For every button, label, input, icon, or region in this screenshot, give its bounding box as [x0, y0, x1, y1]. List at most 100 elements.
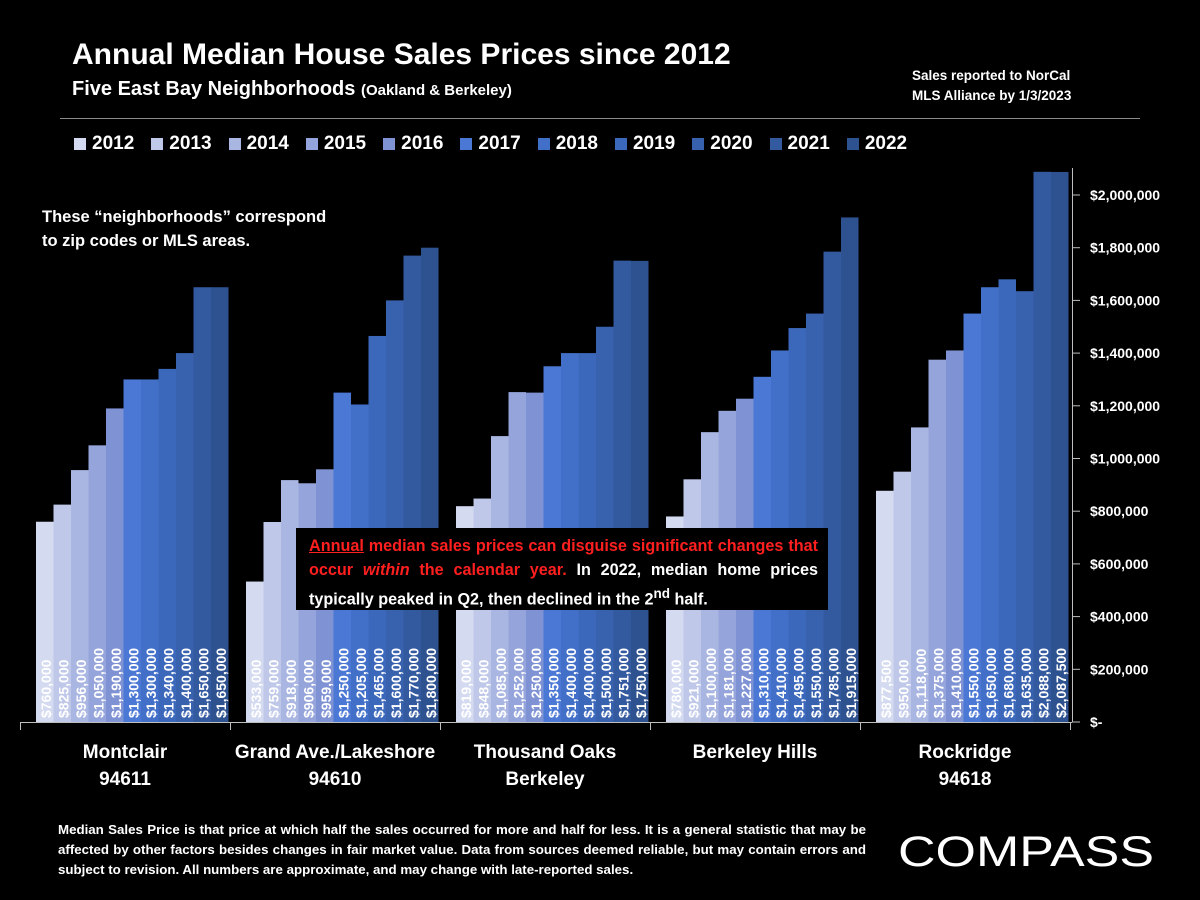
bar-2020-3 [596, 326, 614, 722]
legend-swatch [846, 138, 859, 150]
y-tick-label: $600,000 [1090, 556, 1149, 572]
data-label: $825,000 [56, 659, 72, 718]
legend-label: 2015 [323, 133, 367, 154]
data-label: $1,770,000 [406, 648, 422, 718]
data-label: $1,250,000 [528, 648, 544, 718]
legend-label: 2022 [864, 133, 908, 154]
legend-swatch [769, 138, 782, 150]
legend-swatch [537, 138, 550, 150]
category-label: 94611 [99, 769, 151, 790]
callout-red-text: median sales prices can disguise signifi… [309, 537, 818, 579]
data-label: $1,205,000 [353, 648, 369, 718]
data-label: $1,465,000 [371, 648, 387, 718]
bar-2014-5 [911, 427, 929, 722]
bar-2017-5 [963, 313, 981, 722]
chart-title: Annual Median House Sales Prices since 2… [72, 38, 731, 71]
data-label: $1,751,000 [616, 648, 632, 718]
legend-item-2015: 2015 [305, 133, 367, 155]
bar-2015-1 [88, 445, 106, 722]
data-label: $1,400,000 [563, 648, 579, 718]
y-tick-label: $400,000 [1090, 609, 1149, 625]
subtitle-paren: (Oakland & Berkeley) [360, 82, 512, 99]
legend-item-2012: 2012 [74, 133, 134, 155]
y-tick-label: $2,000,000 [1090, 187, 1160, 203]
data-label: $760,000 [38, 659, 54, 718]
data-label: $1,252,000 [511, 648, 527, 718]
bar-2020-1 [176, 353, 194, 722]
data-label: $1,340,000 [161, 648, 177, 718]
bar-2014-2 [281, 480, 299, 722]
legend-swatch [228, 138, 241, 150]
category-label: Grand Ave./Lakeshore [235, 742, 435, 763]
data-label: $759,000 [266, 659, 282, 718]
legend-item-2014: 2014 [228, 133, 289, 155]
legend-label: 2020 [710, 133, 753, 154]
data-label: $1,650,000 [196, 648, 212, 718]
data-label: $1,181,000 [721, 648, 737, 718]
legend-swatch [305, 138, 318, 150]
data-label: $1,410,000 [773, 648, 789, 718]
bar-2013-1 [53, 504, 71, 722]
chart-subtitle: Five East Bay Neighborhoods (Oakland & B… [72, 78, 512, 101]
legend-label: 2013 [169, 133, 212, 154]
data-label: $1,400,000 [581, 648, 597, 718]
data-label: $1,680,000 [1001, 648, 1017, 718]
legend-label: 2021 [787, 133, 830, 154]
data-label: $1,800,000 [423, 648, 439, 718]
data-label: $1,410,000 [948, 648, 964, 718]
data-label: $921,000 [686, 659, 702, 718]
bar-2016-1 [106, 408, 124, 722]
legend-label: 2019 [632, 133, 676, 154]
data-label: $1,785,000 [826, 648, 842, 718]
source-note-line2: MLS Alliance by 1/3/2023 [912, 88, 1072, 103]
annual-price-callout: Annual median sales prices can disguise … [296, 528, 828, 610]
data-label: $1,500,000 [598, 648, 614, 718]
callout-superscript: nd [653, 586, 671, 601]
data-label: $819,000 [458, 659, 474, 718]
compass-logo: COMPASS [898, 828, 1154, 876]
bar-2019-5 [998, 279, 1016, 722]
data-label: $956,000 [73, 659, 89, 718]
legend-label: 2012 [92, 133, 135, 154]
data-label: $1,300,000 [143, 648, 159, 718]
data-label: $2,087,500 [1053, 648, 1069, 718]
header-divider [60, 118, 1140, 119]
data-label: $1,050,000 [91, 648, 107, 718]
legend-label: 2016 [401, 133, 444, 154]
legend-item-2016: 2016 [383, 133, 443, 155]
legend-label: 2017 [478, 133, 521, 154]
data-label: $1,400,000 [178, 648, 194, 718]
category-label: 94610 [309, 769, 362, 790]
data-label: $950,000 [896, 659, 912, 718]
bar-2021-5 [1033, 171, 1051, 722]
data-label: $1,495,000 [791, 648, 807, 718]
data-label: $1,310,000 [756, 648, 772, 718]
neighborhood-note: These “neighborhoods” correspond to zip … [30, 200, 352, 260]
data-label: $1,600,000 [388, 648, 404, 718]
chart-legend: 2012 2013 2014 2015 2016 2017 2018 2019 2020 2021… [74, 132, 924, 156]
category-label: Rockridge [919, 742, 1012, 763]
data-label: $906,000 [301, 659, 317, 718]
data-label: $533,000 [248, 659, 264, 718]
bar-2022-1 [211, 287, 229, 722]
bar-2017-1 [123, 379, 141, 722]
data-label: $1,300,000 [126, 648, 142, 718]
legend-swatch [383, 138, 396, 150]
callout-red-end: the calendar year. [409, 561, 567, 579]
bar-2012-2 [246, 581, 264, 722]
y-tick-label: $1,400,000 [1090, 345, 1160, 361]
data-label: $1,635,000 [1018, 648, 1034, 718]
data-label: $1,085,000 [493, 648, 509, 718]
data-label: $2,088,000 [1036, 648, 1052, 718]
bar-2012-1 [36, 521, 54, 722]
callout-annual: Annual [309, 537, 364, 555]
category-label: Thousand Oaks [474, 742, 617, 763]
legend-label: 2018 [555, 133, 598, 154]
y-tick-label: $200,000 [1090, 661, 1149, 677]
data-label: $959,000 [318, 659, 334, 718]
data-label: $848,000 [476, 659, 492, 718]
bar-2018-1 [141, 379, 159, 722]
bar-2015-5 [928, 359, 946, 722]
bar-2014-1 [71, 470, 89, 722]
data-label: $780,000 [668, 659, 684, 718]
